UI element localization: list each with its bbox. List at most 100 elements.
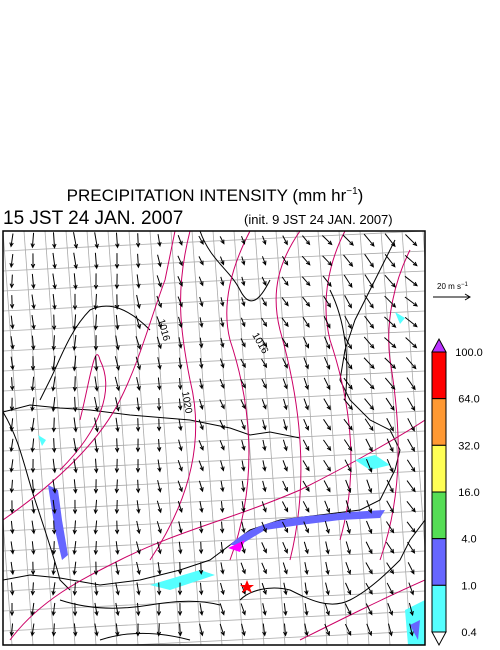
colorbar-label: 0.4 <box>461 627 476 639</box>
wind-arrow <box>386 438 394 453</box>
graticule <box>86 231 118 645</box>
wind-arrow <box>325 561 330 576</box>
wind-arrow <box>115 397 120 412</box>
wind-arrow <box>343 254 354 267</box>
wind-arrow <box>198 541 204 555</box>
wind-arrow <box>136 377 141 391</box>
wind-arrow <box>135 459 141 473</box>
wind-arrow <box>135 541 141 555</box>
station-marker <box>240 580 254 593</box>
wind-arrow <box>73 623 78 637</box>
wind-arrow <box>302 480 310 493</box>
wind-arrow <box>156 623 162 637</box>
wind-arrow <box>363 233 375 247</box>
wind-arrow <box>321 235 333 246</box>
wind-arrow <box>261 501 267 513</box>
wind-arrow <box>72 520 77 535</box>
wind-arrow <box>9 623 14 637</box>
wind-arrow <box>323 419 332 431</box>
wind-arrow <box>198 235 204 245</box>
wind-arrow <box>261 297 267 307</box>
graticule <box>3 270 425 292</box>
wind-arrow <box>386 582 394 596</box>
wind-arrow <box>178 521 183 534</box>
colorbar-label: 32.0 <box>458 440 479 452</box>
wind-arrow <box>94 602 99 617</box>
wind-arrow <box>302 296 311 307</box>
wind-arrow <box>199 317 204 328</box>
graticule <box>3 450 425 472</box>
wind-arrow <box>94 396 99 413</box>
wind-arrow <box>51 396 56 413</box>
wind-arrow <box>114 294 120 310</box>
wind-arrow <box>177 603 183 617</box>
wind-arrow <box>219 419 225 431</box>
wind-arrow <box>219 623 225 637</box>
wind-arrow <box>219 399 225 410</box>
wind-arrow <box>72 376 78 392</box>
wind-arrow <box>261 378 267 389</box>
wind-arrow <box>72 293 78 311</box>
wind-arrow <box>115 582 120 596</box>
wind-arrow <box>283 623 288 637</box>
graticule <box>3 610 425 632</box>
wind-arrow <box>51 541 57 556</box>
wind-arrow <box>9 295 15 310</box>
wind-arrow <box>301 276 311 287</box>
wind-ref-main: 20 m s <box>437 282 461 291</box>
wind-arrow <box>177 582 183 596</box>
colorbar-segment <box>431 398 447 446</box>
wind-arrow <box>52 479 57 494</box>
wind-arrow <box>31 294 36 310</box>
wind-arrow <box>52 232 57 249</box>
wind-arrow <box>30 561 36 576</box>
wind-arrow <box>366 500 373 514</box>
wind-arrow <box>344 295 352 309</box>
wind-arrow <box>241 501 246 513</box>
wind-arrow <box>261 358 268 369</box>
wind-arrow <box>220 317 225 328</box>
wind-arrow <box>114 479 119 494</box>
wind-arrow <box>10 520 15 535</box>
wind-arrow <box>323 460 332 472</box>
graticule <box>275 231 307 645</box>
wind-arrow <box>9 418 14 432</box>
wind-arrow <box>135 623 141 637</box>
wind-arrow <box>156 316 162 329</box>
title-exp: −1 <box>346 186 358 197</box>
wind-arrow <box>303 377 309 391</box>
wind-arrow <box>10 561 15 576</box>
map-area: 1016 1020 1016 <box>3 231 425 645</box>
wind-arrow <box>31 335 36 351</box>
wind-arrow <box>384 337 397 349</box>
wind-arrow <box>157 562 162 576</box>
wind-arrow <box>282 460 288 472</box>
wind-arrow <box>114 376 121 392</box>
wind-arrow <box>199 358 204 370</box>
wind-arrow <box>241 256 246 266</box>
wind-arrow <box>73 458 78 474</box>
wind-arrow <box>366 479 373 494</box>
wind-arrow <box>94 376 99 392</box>
wind-arrow <box>241 276 246 287</box>
wind-arrow <box>135 418 141 433</box>
wind-arrow <box>114 458 120 474</box>
wind-arrow <box>281 501 289 513</box>
wind-arrow <box>324 336 331 350</box>
wind-arrow <box>135 315 141 330</box>
wind-arrow <box>342 234 354 246</box>
wind-arrow <box>93 273 99 290</box>
wind-arrow <box>115 561 120 576</box>
wind-arrow <box>115 623 120 637</box>
wind-arrow <box>365 562 373 575</box>
wind-arrow <box>303 337 310 349</box>
wind-arrow <box>30 582 36 596</box>
wind-arrow <box>198 419 204 431</box>
wind-arrow <box>9 438 14 453</box>
wind-arrow <box>115 602 120 617</box>
wind-arrow <box>325 582 330 596</box>
wind-arrow <box>241 460 246 472</box>
wind-arrow <box>365 541 373 555</box>
wind-arrow <box>364 398 375 411</box>
wind-arrow <box>51 438 57 453</box>
